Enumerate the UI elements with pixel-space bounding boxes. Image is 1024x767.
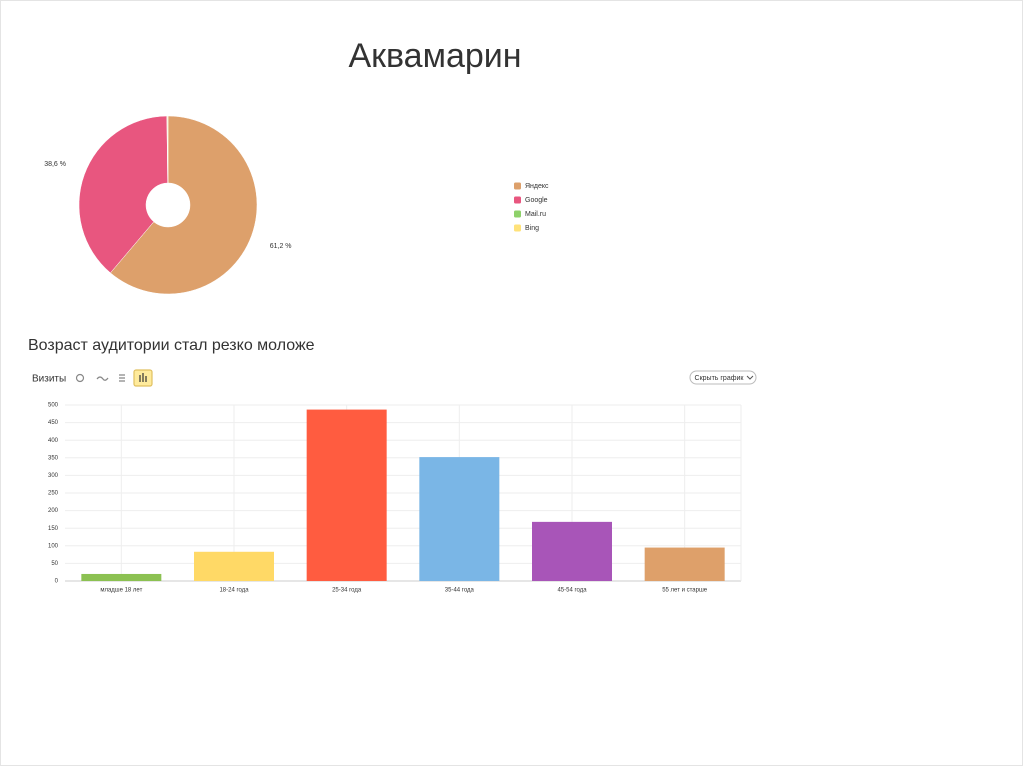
bar bbox=[644, 547, 725, 581]
legend-swatch bbox=[514, 224, 521, 232]
legend-label: Google bbox=[525, 197, 548, 204]
x-tick-label: младше 18 лет bbox=[100, 588, 142, 594]
bar-icon-glyph bbox=[139, 373, 147, 382]
y-tick-label: 300 bbox=[48, 473, 59, 479]
y-tick-label: 200 bbox=[48, 508, 59, 514]
hide-button-arrow bbox=[746, 375, 754, 380]
bar-title: Возраст аудитории стал резко моложе bbox=[28, 337, 315, 354]
bar bbox=[419, 457, 500, 581]
y-tick-label: 450 bbox=[48, 420, 59, 426]
legend-swatch bbox=[514, 182, 521, 190]
y-tick-label: 50 bbox=[51, 561, 58, 567]
legend-label: Mail.ru bbox=[525, 211, 546, 218]
slide-title: Аквамарин bbox=[348, 37, 521, 75]
x-tick-label: 55 лет и старше bbox=[662, 588, 708, 594]
pie-icon[interactable] bbox=[75, 373, 85, 383]
metric-label: Визиты bbox=[32, 374, 66, 385]
y-tick-label: 400 bbox=[48, 438, 59, 444]
bar bbox=[532, 521, 612, 581]
slice-label: 38,6 % bbox=[44, 161, 66, 168]
bar bbox=[194, 551, 274, 581]
pie-slice bbox=[167, 115, 169, 184]
line-icon[interactable] bbox=[96, 376, 109, 381]
x-tick-label: 25-34 года bbox=[332, 588, 362, 594]
y-tick-label: 350 bbox=[48, 455, 59, 461]
pie-slice bbox=[110, 115, 258, 295]
y-tick-label: 100 bbox=[48, 543, 59, 549]
x-tick-label: 35-44 года bbox=[445, 588, 475, 594]
y-tick-label: 150 bbox=[48, 526, 59, 532]
y-tick-label: 250 bbox=[48, 491, 59, 497]
bar bbox=[81, 573, 162, 581]
x-tick-label: 18-24 года bbox=[219, 588, 249, 594]
y-tick-label: 0 bbox=[55, 579, 59, 585]
bar bbox=[306, 409, 387, 581]
toolbar-icons bbox=[75, 369, 153, 387]
slice-label: 61,2 % bbox=[270, 243, 292, 250]
area-icon[interactable] bbox=[119, 374, 125, 382]
x-tick-label: 45-54 года bbox=[557, 588, 587, 594]
pie-slice bbox=[78, 115, 168, 274]
legend-label: Яндекс bbox=[525, 183, 549, 190]
y-tick-label: 500 bbox=[48, 403, 59, 409]
hide-button[interactable] bbox=[689, 370, 757, 385]
legend-label: Bing bbox=[525, 225, 539, 232]
legend-swatch bbox=[514, 196, 521, 204]
hide-button-label: Скрыть график bbox=[695, 375, 745, 382]
legend-swatch bbox=[514, 210, 521, 218]
